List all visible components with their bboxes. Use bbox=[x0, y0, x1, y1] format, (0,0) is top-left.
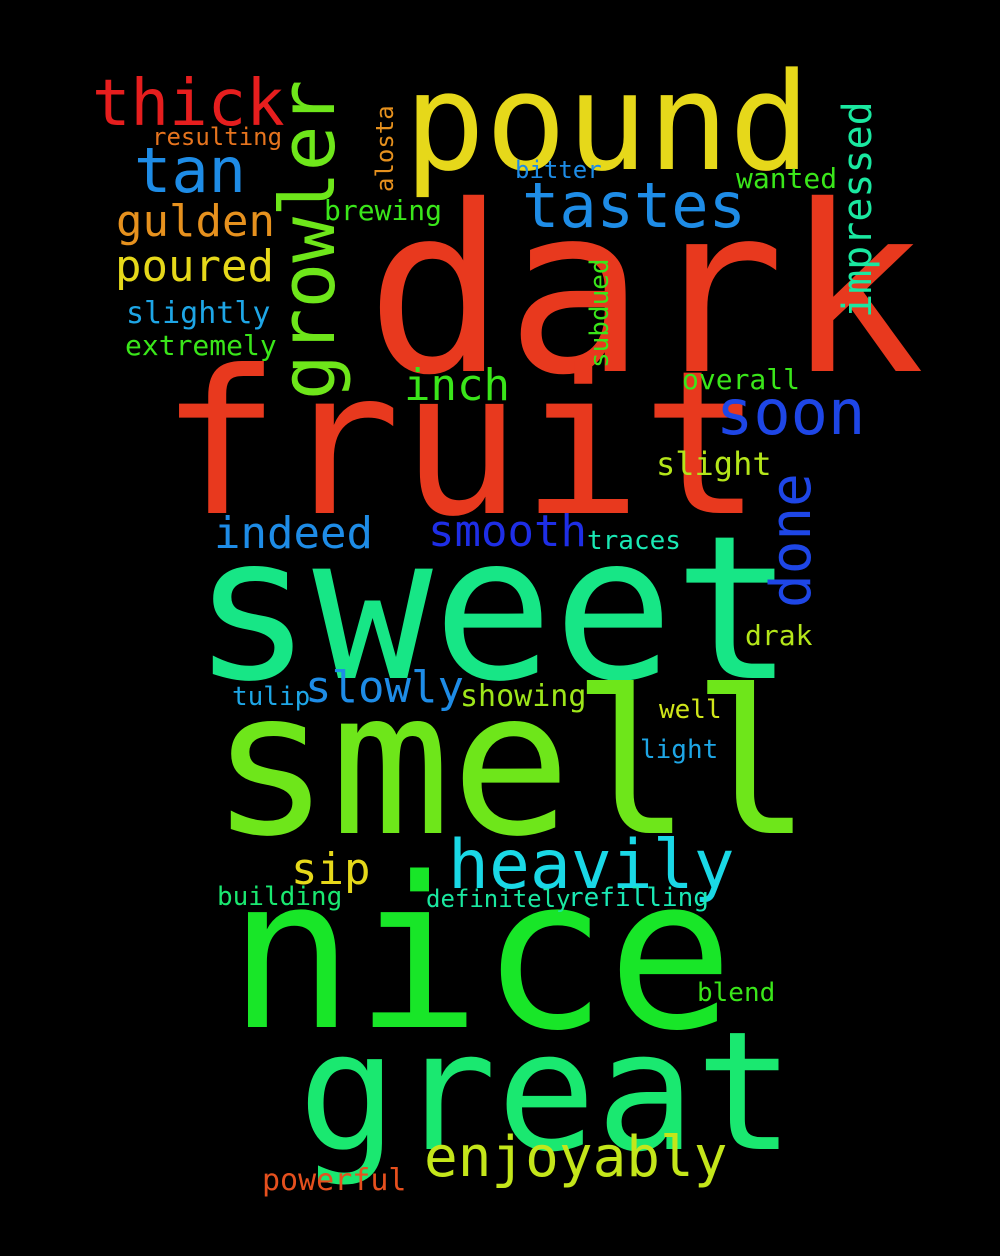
word-refilling: refilling bbox=[568, 883, 709, 913]
word-sip: sip bbox=[291, 844, 371, 895]
word-showing: showing bbox=[460, 679, 587, 714]
word-extremely: extremely bbox=[125, 329, 277, 362]
word-indeed: indeed bbox=[214, 508, 373, 559]
word-building: building bbox=[217, 882, 343, 912]
word-wanted: wanted bbox=[736, 162, 838, 195]
word-drak: drak bbox=[745, 619, 813, 652]
word-resulting: resulting bbox=[152, 123, 283, 151]
word-inch: inch bbox=[404, 360, 510, 411]
word-smell: smell bbox=[210, 648, 813, 881]
word-dark: dark bbox=[366, 156, 925, 426]
word-great: great bbox=[298, 996, 795, 1188]
word-smooth: smooth bbox=[428, 506, 587, 557]
word-slight: slight bbox=[656, 445, 772, 483]
word-subdued: subdued bbox=[585, 258, 615, 368]
word-tulip: tulip bbox=[232, 682, 311, 712]
word-brewing: brewing bbox=[324, 194, 443, 227]
word-gulden: gulden bbox=[116, 196, 275, 247]
word-thick: thick bbox=[92, 67, 285, 141]
word-light: light bbox=[640, 735, 719, 765]
word-pound: pound bbox=[404, 44, 811, 201]
word-bitter: bitter bbox=[515, 156, 602, 184]
word-soon: soon bbox=[716, 376, 866, 449]
word-well: well bbox=[659, 695, 722, 725]
word-sweet: sweet bbox=[192, 493, 795, 726]
word-definitely: definitely bbox=[426, 885, 571, 913]
word-fruit: fruit bbox=[160, 328, 763, 561]
word-poured: poured bbox=[115, 241, 274, 292]
word-done: done bbox=[759, 473, 824, 608]
word-impressed: impressed bbox=[835, 101, 881, 318]
word-blend: blend bbox=[697, 978, 776, 1008]
word-powerful: powerful bbox=[262, 1163, 407, 1198]
word-enjoyably: enjoyably bbox=[424, 1125, 728, 1190]
word-alosta: alosta bbox=[371, 105, 399, 192]
word-slightly: slightly bbox=[126, 296, 271, 331]
word-overall: overall bbox=[682, 363, 801, 396]
word-heavily: heavily bbox=[448, 826, 735, 905]
word-slowly: slowly bbox=[305, 662, 464, 713]
word-tastes: tastes bbox=[522, 169, 746, 242]
word-tan: tan bbox=[134, 134, 246, 207]
word-traces: traces bbox=[587, 526, 681, 556]
word-nice: nice bbox=[228, 832, 734, 1077]
